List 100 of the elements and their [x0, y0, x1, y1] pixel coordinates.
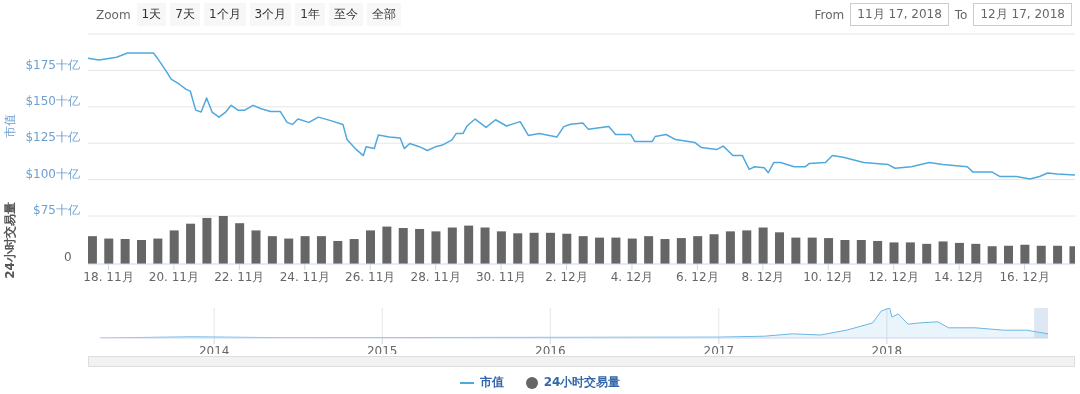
bar	[88, 236, 97, 264]
bar	[774, 232, 784, 264]
x-tick-label: 6. 12月	[676, 269, 719, 284]
bar	[938, 241, 948, 264]
bar	[742, 230, 752, 264]
bar	[1004, 245, 1014, 264]
x-tick-label: 16. 12月	[999, 269, 1050, 284]
text: To	[954, 7, 968, 22]
bar	[480, 227, 490, 264]
bar	[954, 242, 964, 264]
bar	[807, 237, 817, 264]
bar	[889, 242, 899, 264]
y-axis-title: 24小时交易量	[1, 201, 18, 279]
bar	[382, 226, 392, 264]
bar	[791, 237, 801, 264]
bar	[529, 232, 539, 264]
bar	[987, 246, 997, 264]
bar	[1053, 245, 1063, 264]
text: 12月 17, 2018	[973, 3, 1072, 26]
y-tick-label: $100十亿	[25, 166, 80, 181]
bar	[218, 216, 228, 264]
text: 至今	[328, 3, 363, 26]
bar	[676, 238, 686, 264]
bar	[545, 232, 555, 264]
x-tick-label: 2016	[535, 343, 566, 358]
bar	[922, 243, 932, 264]
legend-label: 市值	[479, 374, 504, 391]
bar	[169, 230, 179, 264]
text: 3个月	[249, 3, 292, 26]
bar	[513, 233, 523, 264]
bar	[316, 236, 326, 264]
bar	[725, 231, 735, 264]
x-tick-label: 22. 11月	[214, 269, 265, 284]
bar	[644, 236, 654, 264]
bar	[627, 238, 637, 264]
bar	[873, 240, 883, 264]
bar	[496, 231, 506, 264]
y-tick-label: $150十亿	[25, 94, 80, 109]
bar	[693, 236, 703, 264]
bar	[349, 239, 359, 264]
bar	[840, 240, 850, 264]
bar	[611, 237, 621, 264]
x-tick-label: 8. 12月	[741, 269, 785, 284]
text: From	[814, 7, 845, 22]
x-tick-label: 18. 11月	[83, 269, 134, 284]
bar	[333, 240, 343, 264]
bar	[284, 238, 294, 264]
x-tick-label: 2017	[703, 343, 735, 358]
bar	[824, 238, 834, 264]
bar	[300, 236, 310, 264]
bar	[464, 225, 474, 264]
bar	[856, 240, 866, 264]
bar	[562, 233, 572, 264]
bar	[1020, 244, 1030, 264]
text: 1天	[136, 3, 167, 26]
x-tick-label: 2015	[366, 343, 398, 358]
x-tick-label: 20. 11月	[148, 269, 199, 284]
bar	[398, 228, 408, 264]
bar	[415, 228, 425, 264]
x-tick-label: 2018	[871, 343, 903, 358]
bar	[136, 240, 146, 264]
bar	[186, 223, 196, 264]
x-tick-label: 12. 12月	[868, 269, 919, 284]
text: 1个月	[203, 3, 246, 26]
bar	[758, 227, 768, 264]
bar	[595, 237, 605, 264]
bar	[235, 223, 245, 264]
bar	[971, 243, 981, 264]
x-tick-label: 30. 11月	[475, 269, 527, 284]
bar	[251, 230, 261, 264]
y-tick-label: $175十亿	[25, 57, 80, 72]
y-tick-label: $75十亿	[33, 203, 80, 218]
x-tick-label: 28. 11月	[410, 269, 461, 284]
x-tick-label: 10. 12月	[803, 269, 854, 284]
y-tick-label: $125十亿	[25, 130, 80, 145]
text: 全部	[366, 3, 401, 26]
text: Zoom	[96, 7, 131, 22]
bar	[202, 217, 212, 264]
legend-label: 24小时交易量	[543, 374, 621, 391]
text: 11月 17, 2018	[850, 3, 949, 26]
x-tick-label: 26. 11月	[345, 269, 396, 284]
x-tick-label: 4. 12月	[610, 269, 654, 284]
bar	[660, 239, 670, 264]
x-tick-label: 2. 12月	[545, 269, 588, 284]
bar	[104, 238, 114, 264]
bar	[578, 236, 588, 264]
x-tick-label: 14. 12月	[934, 269, 985, 284]
bar	[366, 230, 376, 264]
x-tick-label: 24. 11月	[279, 269, 330, 284]
bar	[709, 234, 719, 264]
x-tick-label: 2014	[198, 343, 230, 358]
bar	[267, 236, 277, 264]
y-axis-title: 市值	[1, 113, 18, 137]
bar	[153, 238, 163, 264]
bar	[431, 231, 441, 264]
text: 0	[64, 250, 72, 264]
bar	[120, 239, 130, 264]
bar	[1036, 245, 1046, 264]
text: 7天	[170, 3, 200, 26]
bar	[447, 227, 457, 264]
